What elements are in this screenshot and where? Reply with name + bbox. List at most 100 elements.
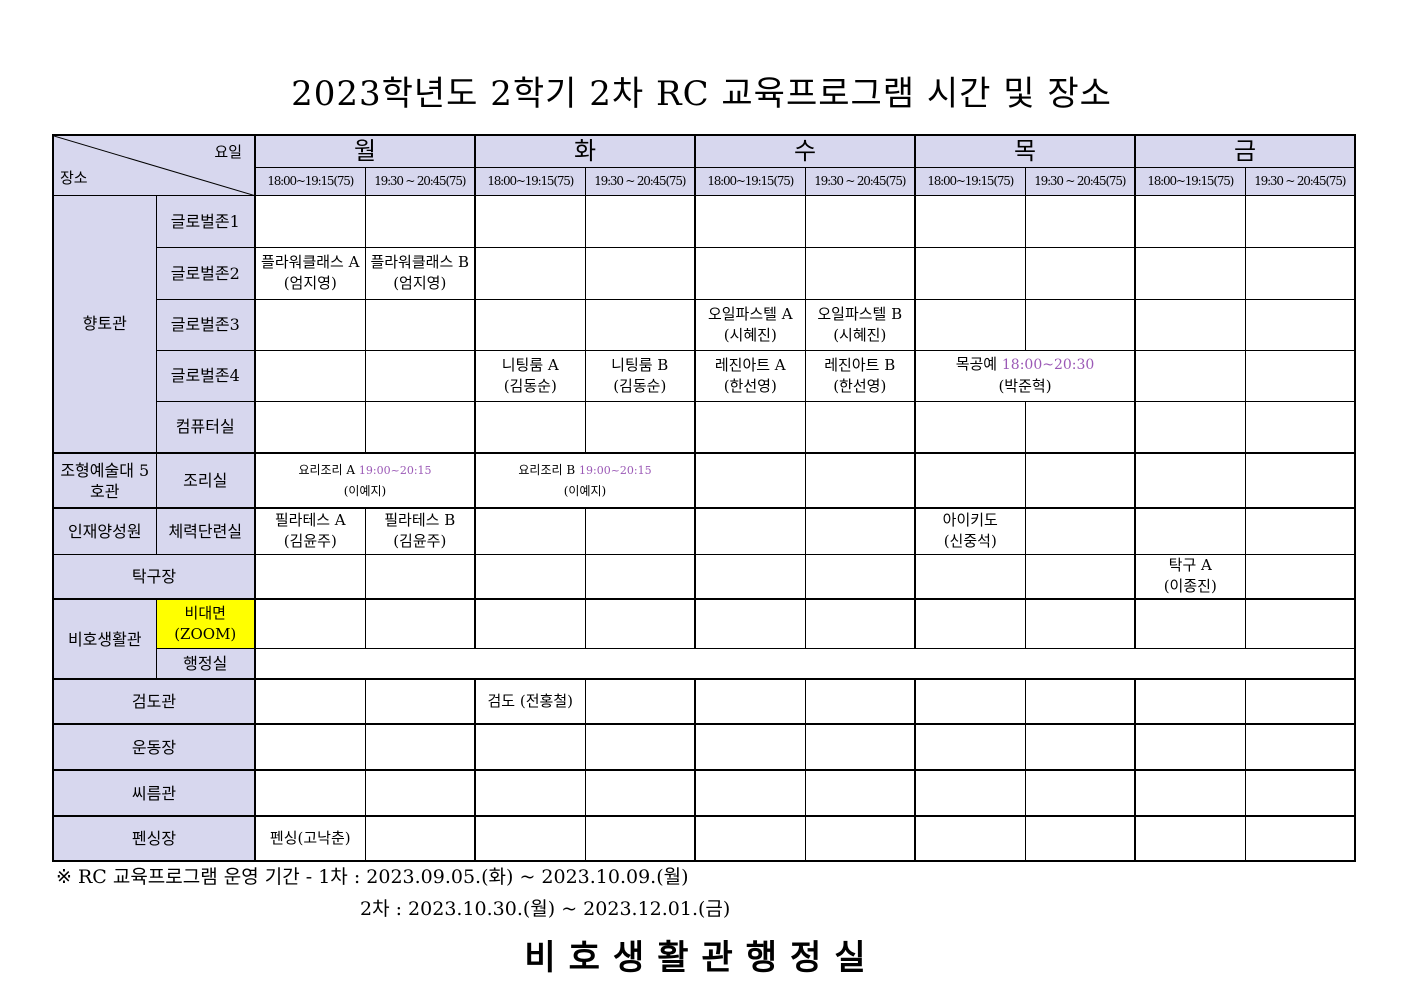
program-cell: 플라워클래스 A (엄지영) (254, 246, 366, 300)
room-label: 글로벌존2 (155, 246, 256, 300)
table-row: 검도관 검도 (전홍철) (52, 678, 1356, 725)
empty-cell (804, 678, 916, 725)
program-cell: 펜싱(고낙춘) (254, 815, 366, 862)
header-corner: 요일 장소 (52, 134, 256, 196)
instructor-name: (김윤주) (283, 532, 337, 551)
instructor-name: (시혜진) (833, 325, 887, 344)
empty-cell (474, 400, 586, 454)
empty-cell (1134, 349, 1246, 402)
empty-cell (914, 246, 1026, 300)
empty-cell (1024, 769, 1136, 817)
empty-cell (804, 400, 916, 454)
room-label: 글로벌존4 (155, 349, 256, 402)
empty-cell (1244, 452, 1356, 509)
empty-cell (1024, 723, 1136, 771)
empty-cell (1134, 678, 1246, 725)
empty-cell (584, 298, 696, 351)
program-name: 아이키도 (942, 511, 998, 530)
empty-cell (584, 769, 696, 817)
program-name: 오일파스텔 B (817, 304, 903, 323)
empty-cell (804, 507, 916, 555)
program-time: 19:00~20:15 (358, 463, 432, 477)
empty-cell (914, 298, 1026, 351)
room-label: 컴퓨터실 (155, 400, 256, 454)
table-row: 씨름관 (52, 769, 1356, 817)
empty-cell (1244, 815, 1356, 862)
empty-cell (1134, 507, 1246, 555)
empty-cell (364, 598, 476, 649)
empty-cell (364, 400, 476, 454)
instructor-name: (김동순) (613, 376, 667, 395)
empty-cell (694, 678, 806, 725)
empty-cell (474, 723, 586, 771)
instructor-name: (시혜진) (723, 325, 777, 344)
empty-cell (584, 400, 696, 454)
empty-cell (254, 647, 1356, 680)
empty-cell (474, 553, 586, 600)
empty-cell (804, 769, 916, 817)
empty-cell (254, 678, 366, 725)
program-cell: 오일파스텔 A (시혜진) (694, 298, 806, 351)
empty-cell (474, 769, 586, 817)
empty-cell (1024, 553, 1136, 600)
time-slot-header: 19:30 ~ 20:45(75) (584, 166, 696, 196)
building-label: 인재양성원 (52, 507, 157, 555)
empty-cell (694, 194, 806, 248)
program-cell: 레진아트 A (한선영) (694, 349, 806, 402)
empty-cell (804, 246, 916, 300)
empty-cell (914, 598, 1026, 649)
empty-cell (914, 723, 1026, 771)
table-row: 인재양성원 체력단련실 필라테스 A (김윤주) 필라테스 B (김윤주) 아이키도 (신중석… (52, 507, 1356, 555)
empty-cell (1244, 553, 1356, 600)
time-slot-header: 18:00~19:15(75) (914, 166, 1026, 196)
empty-cell (1134, 723, 1246, 771)
room-label: 글로벌존3 (155, 298, 256, 351)
program-name: 플라워클래스 A (261, 253, 360, 271)
empty-cell (254, 723, 366, 771)
empty-cell (694, 400, 806, 454)
place-label: 탁구장 (52, 553, 256, 600)
empty-cell (254, 553, 366, 600)
empty-cell (584, 194, 696, 248)
empty-cell (584, 815, 696, 862)
program-name: 필라테스 B (384, 511, 456, 530)
time-slot-header: 18:00~19:15(75) (254, 166, 366, 196)
day-label: 요일 (214, 143, 242, 161)
empty-cell (1244, 678, 1356, 725)
empty-cell (914, 194, 1026, 248)
time-slot-header: 19:30 ~ 20:45(75) (1244, 166, 1356, 196)
empty-cell (1024, 298, 1136, 351)
empty-cell (364, 815, 476, 862)
time-slot-header: 18:00~19:15(75) (694, 166, 806, 196)
empty-cell (804, 598, 916, 649)
empty-cell (694, 553, 806, 600)
program-cell: 필라테스 A (김윤주) (254, 507, 366, 555)
table-row: 비호생활관 비대면 (ZOOM) (52, 598, 1356, 680)
day-header: 수 (694, 134, 916, 168)
office-name: 비호생활관행정실 (524, 938, 879, 978)
empty-cell (364, 298, 476, 351)
empty-cell (474, 194, 586, 248)
empty-cell (474, 598, 586, 649)
empty-cell (254, 349, 366, 402)
program-name: 목공예 (955, 355, 998, 373)
empty-cell (1244, 349, 1356, 402)
empty-cell (914, 815, 1026, 862)
empty-cell (1134, 400, 1246, 454)
empty-cell (1244, 507, 1356, 555)
empty-cell (254, 400, 366, 454)
instructor-name: (이종진) (1163, 577, 1217, 596)
empty-cell (1244, 400, 1356, 454)
place-label: 운동장 (52, 723, 256, 771)
empty-cell (1024, 815, 1136, 862)
empty-cell (914, 678, 1026, 725)
program-cell: 검도 (전홍철) (474, 678, 586, 725)
empty-cell (694, 598, 806, 649)
schedule-table: 요일 장소 월 화 수 목 금 18:00~19:15(75) 19:30 ~ 2… (52, 134, 1356, 862)
program-name: 니팅룸 A (501, 355, 559, 374)
empty-cell (1134, 598, 1246, 649)
room-label: 체력단련실 (155, 507, 256, 555)
program-cell: 요리조리 A 19:00~20:15 (이예지) (254, 452, 476, 509)
program-cell: 아이키도 (신중석) (914, 507, 1026, 555)
program-name: 니팅룸 B (611, 355, 669, 374)
